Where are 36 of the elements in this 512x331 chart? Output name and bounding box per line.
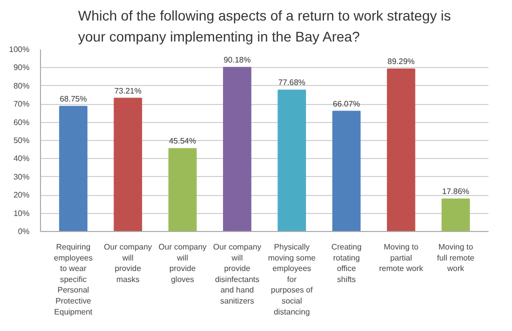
y-tick-label: 10% [13, 208, 30, 218]
bar [278, 90, 306, 232]
y-tick-label: 50% [13, 136, 30, 145]
data-label: 77.68% [278, 78, 306, 88]
y-tick-label: 20% [13, 190, 30, 200]
data-label: 89.29% [388, 56, 415, 66]
y-tick-label: 60% [13, 118, 30, 127]
bar [168, 148, 197, 232]
y-tick-label: 90% [13, 63, 30, 72]
bar [223, 66, 252, 232]
bar [114, 98, 142, 232]
bar [332, 110, 361, 232]
chart-title: Which of the following aspects of a return to work strategy is your company implementing in the Bay Area? [78, 8, 451, 44]
data-label: 73.21% [114, 86, 142, 96]
data-label: 45.54% [168, 136, 196, 146]
x-tick-label: Our company will provide masks [104, 242, 152, 284]
y-tick-label: 100% [9, 45, 30, 54]
data-label: 90.18% [224, 55, 251, 64]
x-tick-label: Requiring employees to wear specific Personal Protective Equipment [54, 242, 94, 316]
y-tick-label: 40% [13, 154, 30, 164]
x-tick-label: Physically moving some employees for purposes of social distancing [268, 242, 316, 316]
data-label: 68.75% [60, 94, 87, 104]
data-label: 17.86% [442, 186, 470, 196]
x-tick-label: Moving to full remote work [437, 242, 475, 274]
bar [442, 198, 470, 232]
x-tick-label: Creating rotating office shifts [331, 242, 362, 284]
x-tick-label: Moving to partial remote work [379, 242, 424, 274]
bar [59, 106, 88, 232]
y-tick-label: 0% [18, 227, 30, 236]
bar [386, 68, 416, 232]
x-tick-label: Our company will provide disinfectants and hand sanitizers [213, 242, 262, 306]
y-tick-label: 30% [13, 172, 30, 182]
y-tick-label: 70% [13, 100, 30, 109]
x-tick-label: Our company will provide gloves [158, 242, 207, 284]
y-tick-label: 80% [13, 81, 30, 90]
data-label: 66.07% [332, 99, 360, 108]
